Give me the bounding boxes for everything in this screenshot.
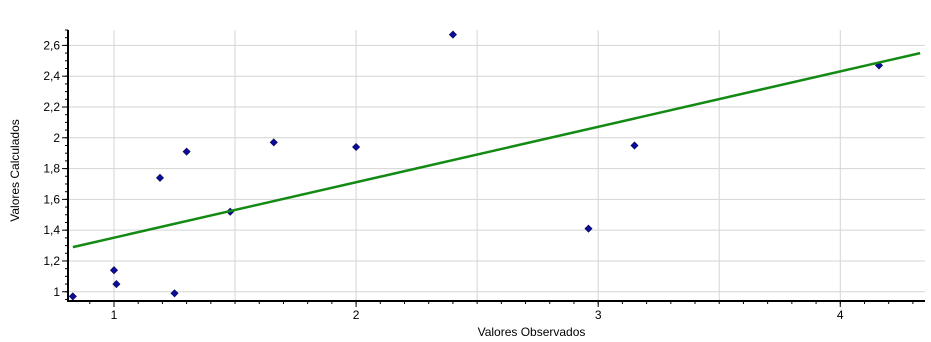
data-point: [630, 141, 639, 150]
x-tick-label: 2: [353, 308, 360, 322]
y-tick-label: 1: [53, 285, 60, 299]
y-tick-label: 1,6: [43, 192, 60, 206]
data-point: [448, 30, 457, 39]
data-point: [182, 147, 191, 156]
y-axis-title: Valores Calculados: [8, 119, 22, 222]
y-tick-label: 1,2: [43, 254, 60, 268]
data-point: [109, 266, 119, 275]
y-tick-label: 2: [53, 131, 60, 145]
data-point: [155, 173, 165, 182]
grid-lines: [68, 30, 925, 301]
data-point: [68, 292, 77, 301]
x-tick-labels: 1 2 3 4: [111, 308, 844, 322]
trend-line: [72, 51, 921, 249]
x-axis-title: Valores Observados: [478, 325, 586, 339]
y-tick-label: 2,2: [43, 100, 60, 114]
y-tick-labels: 1 1,2 1,4 1,6 1,8 2 2,2 2,4 2,6: [43, 38, 60, 298]
minor-ticks: [65, 29, 914, 304]
data-series: [68, 30, 921, 301]
y-tick-label: 2,6: [43, 38, 60, 52]
x-tick-label: 4: [837, 308, 844, 322]
x-tick-label: 1: [111, 308, 118, 322]
data-point: [170, 289, 179, 298]
data-point: [584, 224, 593, 233]
data-point: [352, 142, 361, 152]
data-point: [112, 280, 121, 289]
y-tick-label: 1,8: [43, 162, 60, 176]
y-tick-label: 2,4: [43, 69, 60, 83]
major-ticks: [62, 44, 841, 307]
data-point: [269, 138, 278, 147]
x-tick-label: 3: [595, 308, 602, 322]
y-tick-label: 1,4: [43, 223, 60, 237]
